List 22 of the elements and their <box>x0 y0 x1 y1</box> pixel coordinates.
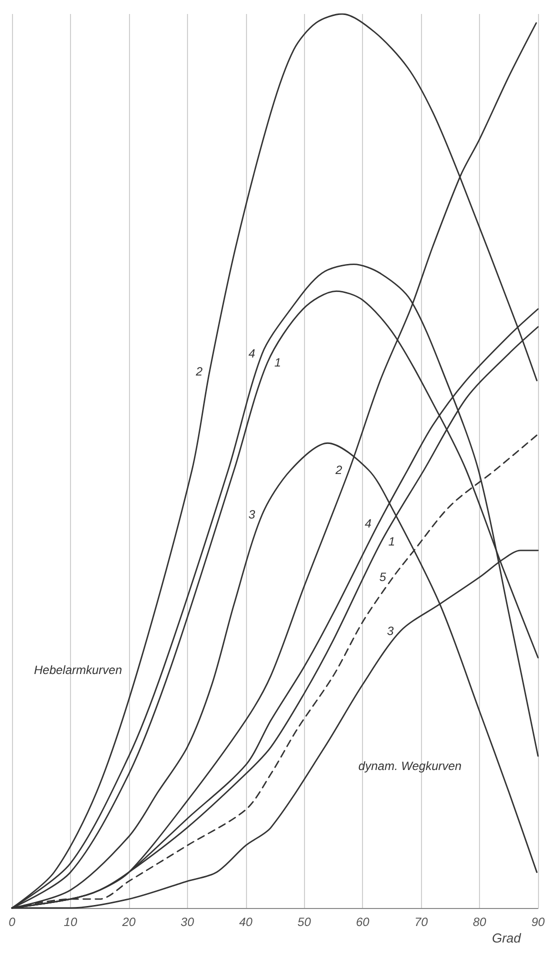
x-tick-label: 50 <box>298 915 312 929</box>
annotation: 1 <box>274 356 282 370</box>
x-tick-label: 70 <box>414 915 428 929</box>
annotation: 1 <box>388 534 396 548</box>
annotation: 4 <box>364 516 372 531</box>
x-tick-label: 20 <box>121 915 136 929</box>
annotation: 3 <box>248 508 256 522</box>
x-tick-label: 30 <box>180 915 194 929</box>
x-tick-label: 60 <box>356 915 370 929</box>
x-tick-label: 40 <box>239 915 253 929</box>
x-axis-title: Grad <box>492 930 522 946</box>
annotation: 3 <box>386 624 394 638</box>
annotation: dynam. Wegkurven <box>358 759 462 773</box>
annotation: 4 <box>248 346 256 361</box>
annotation: Hebelarmkurven <box>34 663 122 677</box>
x-tick-label: 80 <box>472 915 487 929</box>
annotation: 2 <box>194 364 203 379</box>
annotation: 2 <box>334 462 343 477</box>
x-tick-label: 10 <box>64 915 78 929</box>
x-tick-label: 0 <box>8 915 16 929</box>
x-tick-label: 90 <box>531 915 545 929</box>
annotation: 5 <box>379 570 386 584</box>
